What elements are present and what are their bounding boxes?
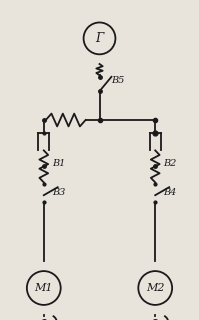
- Text: B5: B5: [111, 76, 125, 85]
- Text: B1: B1: [52, 159, 65, 168]
- Text: B3: B3: [52, 188, 65, 197]
- Text: B4: B4: [163, 188, 177, 197]
- Text: M2: M2: [146, 283, 164, 293]
- Text: M1: M1: [35, 283, 53, 293]
- Text: Г: Г: [95, 32, 104, 45]
- Text: B2: B2: [163, 159, 177, 168]
